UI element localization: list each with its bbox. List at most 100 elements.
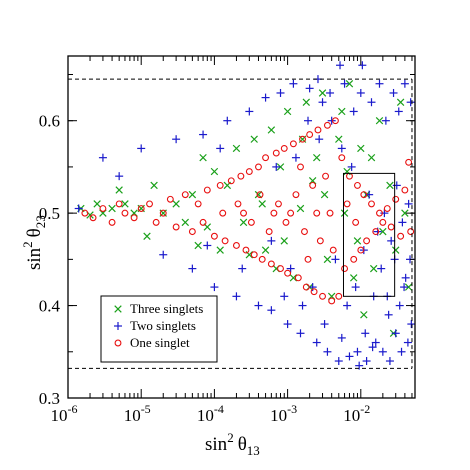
data-point <box>331 255 340 264</box>
data-point <box>210 167 219 176</box>
inner-region-box <box>342 172 396 297</box>
data-point <box>372 228 380 236</box>
plot-frame <box>67 55 416 399</box>
y-axis-title: sin2θ23 <box>20 215 48 270</box>
data-point <box>343 301 352 310</box>
data-point <box>380 209 389 218</box>
data-point <box>337 333 346 342</box>
data-point <box>350 255 358 263</box>
data-point <box>405 158 413 166</box>
legend-label: Three singlets <box>130 301 203 316</box>
data-point <box>323 347 332 356</box>
data-point <box>254 301 263 310</box>
data-point <box>299 135 306 143</box>
data-point <box>392 195 400 203</box>
data-point <box>294 274 302 282</box>
data-point <box>280 237 288 245</box>
data-point <box>210 232 218 240</box>
data-point <box>219 209 227 217</box>
data-point <box>108 204 116 213</box>
data-point <box>272 149 280 157</box>
data-point <box>121 200 129 208</box>
data-point <box>194 241 202 250</box>
data-point <box>377 264 386 273</box>
data-point <box>305 84 314 93</box>
data-point <box>387 236 396 245</box>
data-point <box>267 306 276 315</box>
data-point <box>262 154 270 162</box>
data-point <box>232 242 240 249</box>
data-point <box>338 154 346 162</box>
legend-marker <box>114 322 122 330</box>
data-point <box>272 162 281 171</box>
data-point <box>357 246 365 254</box>
data-point <box>309 181 317 189</box>
data-point <box>188 228 196 236</box>
data-point <box>227 177 235 185</box>
data-point <box>296 329 305 338</box>
data-point <box>310 288 318 296</box>
data-point <box>258 255 266 263</box>
data-point <box>407 228 415 236</box>
data-point <box>223 116 232 125</box>
data-point <box>406 98 415 107</box>
data-point <box>267 236 276 245</box>
data-point <box>355 361 364 370</box>
x-tick-label: 10-6 <box>51 402 78 425</box>
data-point <box>172 223 180 231</box>
data-point <box>181 218 189 227</box>
data-point <box>335 292 343 300</box>
data-point <box>362 357 371 366</box>
data-point <box>287 209 295 217</box>
data-point <box>356 88 365 97</box>
legend-label: Two singlets <box>130 318 196 333</box>
data-point <box>315 135 324 144</box>
data-point <box>115 172 124 181</box>
data-point <box>386 181 394 190</box>
data-point <box>316 237 324 245</box>
data-point <box>323 255 332 264</box>
legend-label: One singlet <box>130 335 190 350</box>
data-point <box>74 204 83 213</box>
data-point <box>221 237 229 245</box>
data-point <box>298 301 307 310</box>
x-tick-label: 10-3 <box>270 402 297 425</box>
data-point <box>357 144 365 153</box>
data-point <box>280 292 289 301</box>
data-point <box>261 246 270 254</box>
data-point <box>137 205 145 212</box>
data-point <box>397 347 406 356</box>
data-point <box>256 191 264 199</box>
data-point <box>199 218 207 226</box>
data-point <box>306 131 314 139</box>
data-point <box>152 218 160 226</box>
data-point <box>181 191 189 199</box>
data-point <box>353 237 362 245</box>
data-point <box>392 181 401 190</box>
data-point <box>261 93 270 102</box>
data-point <box>400 283 409 292</box>
data-point <box>275 200 282 208</box>
data-point <box>401 186 409 194</box>
data-point <box>401 273 410 282</box>
data-point <box>159 250 168 259</box>
data-point <box>291 153 300 162</box>
data-point <box>130 214 138 222</box>
data-point <box>360 311 368 319</box>
data-point <box>276 88 285 97</box>
data-point <box>258 200 266 208</box>
data-point <box>255 163 262 171</box>
data-point <box>407 320 416 329</box>
data-point <box>367 153 376 162</box>
data-point <box>358 61 367 70</box>
data-point <box>289 140 297 148</box>
data-point <box>172 200 180 208</box>
legend: Three singlets Two singlets One singlet <box>100 295 218 363</box>
data-point <box>368 200 375 208</box>
data-point <box>335 135 343 143</box>
data-point <box>245 107 254 116</box>
data-point <box>391 329 400 338</box>
y-tick-label: 0.5 <box>39 204 60 223</box>
data-point <box>395 301 404 310</box>
